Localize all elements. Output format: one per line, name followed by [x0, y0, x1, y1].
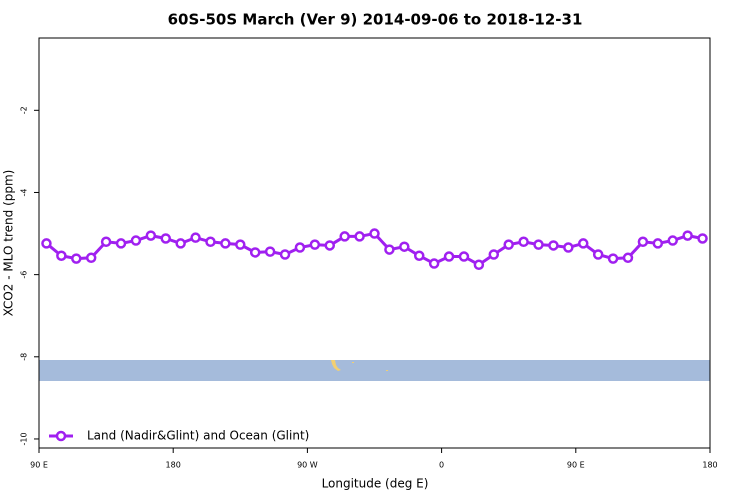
point [249, 247, 261, 258]
point [160, 233, 171, 244]
x-tick-label: 180 [702, 461, 717, 470]
point [399, 241, 410, 252]
point [130, 235, 142, 246]
point [100, 236, 112, 248]
point [697, 233, 708, 244]
x-tick-label: 90 W [297, 461, 318, 470]
point [473, 259, 485, 271]
point [622, 252, 634, 264]
point [637, 236, 649, 248]
point [235, 239, 246, 250]
point [264, 246, 276, 257]
point [533, 239, 544, 250]
y-tick-label: -10 [20, 432, 29, 445]
point [294, 242, 306, 253]
point [354, 231, 365, 242]
point [220, 238, 231, 249]
point [518, 236, 529, 248]
point [667, 235, 678, 246]
point [190, 232, 201, 243]
point [682, 230, 693, 241]
point [41, 238, 52, 249]
point [488, 249, 500, 260]
legend-label: Land (Nadir&Glint) and Ocean (Glint) [87, 429, 309, 443]
point [115, 238, 127, 249]
y-tick-label: -6 [20, 271, 29, 279]
x-tick-label: 90 E [30, 461, 48, 470]
point [369, 228, 380, 239]
point [175, 238, 186, 249]
point [324, 240, 336, 251]
point [279, 249, 291, 260]
point [384, 244, 395, 255]
x-tick-label: 0 [439, 461, 444, 470]
x-axis-label: Longitude (deg E) [322, 477, 429, 491]
point [309, 239, 321, 250]
point [607, 253, 619, 264]
point [443, 251, 455, 262]
land-patch [331, 360, 341, 371]
y-axis-label: XCO2 - MLO trend (ppm) [2, 170, 16, 317]
chart-title: 60S-50S March (Ver 9) 2014-09-06 to 2018… [168, 11, 583, 29]
point [548, 240, 559, 251]
plot-frame [38, 37, 711, 449]
point [413, 250, 425, 261]
map-strip [39, 360, 710, 381]
land-patch [386, 370, 388, 371]
x-tick-label: 180 [166, 461, 181, 470]
legend-marker [55, 430, 67, 442]
point [428, 258, 440, 269]
point [592, 249, 604, 260]
x-tick-label: 90 E [567, 461, 585, 470]
point [578, 238, 589, 249]
point [339, 231, 350, 242]
point [205, 236, 216, 248]
y-tick-label: -2 [20, 106, 29, 114]
point [71, 253, 82, 264]
y-tick-label: -8 [20, 353, 29, 361]
point [145, 230, 157, 241]
point [85, 252, 97, 264]
y-tick-label: -4 [20, 188, 29, 196]
point [652, 238, 664, 249]
point [503, 239, 514, 250]
point [56, 250, 67, 261]
point [563, 242, 574, 253]
point [458, 251, 470, 262]
land-patch [352, 362, 354, 363]
